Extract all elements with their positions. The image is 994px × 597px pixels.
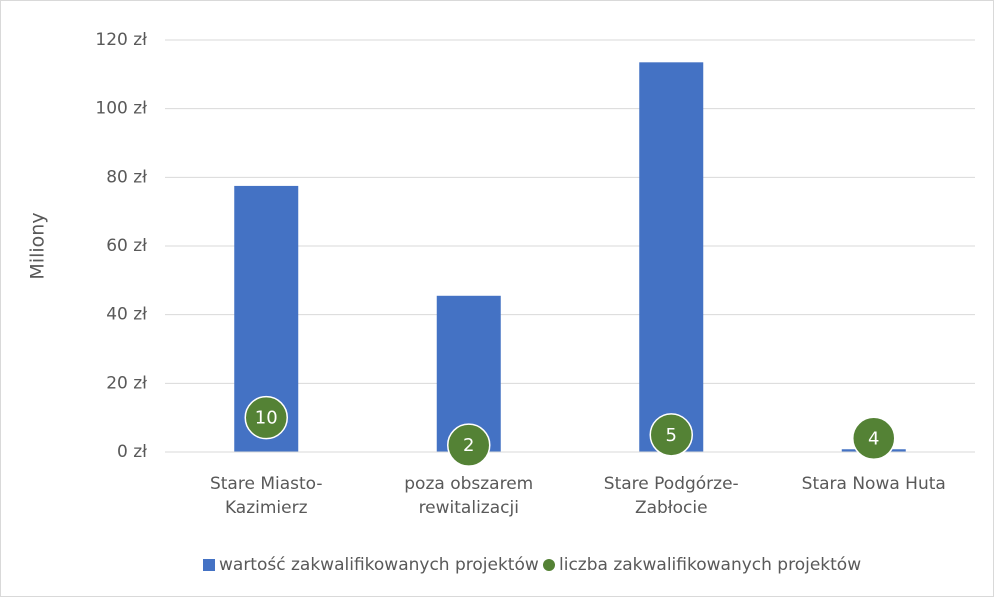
count-label: 2: [463, 435, 474, 456]
legend-swatch: [543, 559, 555, 571]
x-tick-label: Stara Nowa Huta: [801, 474, 946, 494]
y-tick-label: 40 zł: [106, 305, 147, 325]
x-tick-label: Stare Miasto-Kazimierz: [209, 474, 323, 518]
bar: [639, 62, 704, 453]
y-tick-label: 120 zł: [95, 30, 147, 50]
x-tick-label: poza obszarem rewitalizacji: [404, 474, 534, 518]
count-label: 5: [666, 425, 677, 446]
y-tick-label: 80 zł: [106, 167, 147, 187]
y-tick-label: 0 zł: [117, 442, 147, 462]
count-marker: [447, 423, 491, 467]
count-label: 10: [255, 408, 278, 429]
count-marker: [649, 413, 693, 457]
legend-label: wartość zakwalifikowanych projektów: [219, 555, 539, 575]
count-marker: [852, 416, 896, 461]
count-marker: [244, 395, 288, 440]
x-tick-label: Stare Podgórze-Zabłocie: [603, 474, 739, 518]
y-axis-label: Miliony: [27, 212, 49, 279]
legend-swatch: [203, 559, 215, 571]
count-label: 4: [868, 428, 879, 449]
y-tick-label: 60 zł: [106, 236, 147, 256]
y-tick-label: 20 zł: [106, 373, 147, 393]
legend-label: liczba zakwalifikowanych projektów: [559, 555, 861, 575]
y-tick-label: 100 zł: [95, 99, 147, 119]
